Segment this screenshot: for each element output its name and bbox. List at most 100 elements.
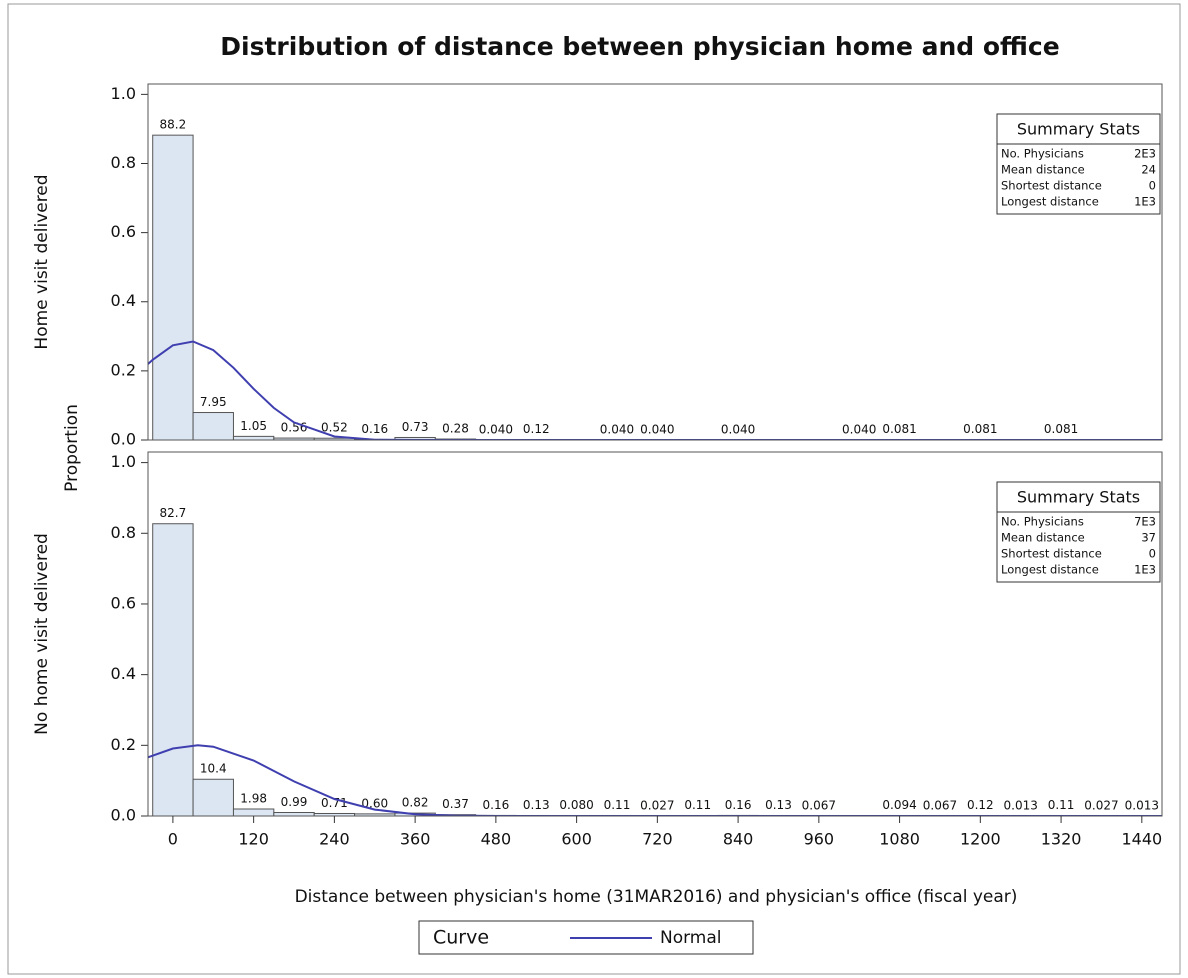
y-tick-label: 0.2 (111, 360, 136, 379)
y-tick-label: 1.0 (111, 452, 136, 471)
x-tick-label: 720 (642, 830, 673, 849)
stats-value: 24 (1141, 163, 1156, 177)
stats-label: Shortest distance (1001, 179, 1102, 193)
stats-title: Summary Stats (1017, 120, 1140, 139)
data-label: 0.82 (402, 796, 429, 810)
y-tick-label: 0.6 (111, 593, 136, 612)
data-label: 0.16 (483, 798, 510, 812)
data-label: 82.7 (160, 506, 187, 520)
stats-value: 2E3 (1134, 147, 1156, 161)
data-label: 1.05 (240, 419, 267, 433)
bar (232, 435, 275, 440)
bar (192, 778, 234, 816)
data-label: 88.2 (160, 118, 187, 132)
x-tick-label: 120 (238, 830, 269, 849)
data-label: 0.52 (321, 421, 348, 435)
data-label: 0.040 (721, 422, 755, 436)
data-label: 0.040 (842, 422, 876, 436)
plot-area (148, 84, 1162, 440)
data-label: 0.081 (963, 422, 997, 436)
data-label: 0.040 (479, 422, 513, 436)
data-label: 0.013 (1004, 798, 1038, 812)
data-label: 0.13 (523, 798, 550, 812)
data-label: 0.040 (600, 422, 634, 436)
bar (152, 134, 194, 440)
stats-label: Longest distance (1001, 195, 1099, 209)
x-tick-label: 480 (481, 830, 512, 849)
stats-label: Shortest distance (1001, 547, 1102, 561)
data-label: 0.11 (604, 798, 631, 812)
data-label: 0.11 (684, 798, 711, 812)
data-label: 0.73 (402, 420, 429, 434)
stats-value: 0 (1149, 547, 1156, 561)
bar (273, 812, 315, 816)
data-label: 0.067 (802, 798, 836, 812)
data-label: 0.13 (765, 798, 792, 812)
plot-border (147, 451, 1163, 817)
plot-area (148, 452, 1162, 816)
y-tick-label: 0.2 (111, 735, 136, 754)
x-tick-label: 1080 (879, 830, 920, 849)
data-label: 0.16 (361, 422, 388, 436)
plot-border (147, 83, 1163, 441)
data-label: 0.16 (725, 798, 752, 812)
data-label: 0.71 (321, 796, 348, 810)
legend-title: Curve (433, 927, 489, 949)
stats-label: Longest distance (1001, 563, 1099, 577)
x-tick-label: 0 (168, 830, 178, 849)
stats-value: 1E3 (1134, 195, 1156, 209)
stats-title: Summary Stats (1017, 488, 1140, 507)
y-tick-label: 0.8 (111, 153, 136, 172)
y-axis-label: Proportion (62, 404, 82, 492)
data-label: 1.98 (240, 792, 267, 806)
stats-value: 37 (1141, 531, 1156, 545)
x-axis-label: Distance between physician's home (31MAR… (295, 887, 1018, 907)
stats-label: Mean distance (1001, 163, 1085, 177)
x-tick-label: 600 (561, 830, 592, 849)
data-label: 0.37 (442, 797, 469, 811)
y-tick-label: 0.6 (111, 222, 136, 241)
stats-value: 0 (1149, 179, 1156, 193)
data-label: 0.067 (923, 798, 957, 812)
data-label: 0.081 (882, 422, 916, 436)
bar (192, 412, 234, 440)
data-label: 0.040 (640, 422, 674, 436)
x-tick-label: 1440 (1121, 830, 1162, 849)
x-tick-label: 960 (804, 830, 835, 849)
x-tick-label: 1320 (1041, 830, 1082, 849)
panel-label: No home visit delivered (32, 533, 52, 735)
data-label: 0.094 (882, 798, 916, 812)
data-label: 0.11 (1048, 798, 1075, 812)
y-tick-label: 0.8 (111, 523, 136, 542)
data-label: 0.027 (1084, 798, 1118, 812)
data-label: 0.081 (1044, 422, 1078, 436)
data-label: 0.080 (559, 798, 593, 812)
stats-value: 7E3 (1134, 515, 1156, 529)
stats-box (996, 481, 1161, 583)
stats-box (996, 113, 1161, 215)
stats-label: Mean distance (1001, 531, 1085, 545)
panel-label: Home visit delivered (32, 174, 52, 349)
data-label: 0.12 (523, 422, 550, 436)
y-tick-label: 1.0 (111, 84, 136, 103)
y-tick-label: 0.4 (111, 291, 136, 310)
y-tick-label: 0.0 (111, 430, 136, 449)
bar (152, 523, 194, 816)
y-tick-label: 0.0 (111, 806, 136, 825)
chart-title: Distribution of distance between physici… (220, 32, 1059, 61)
x-tick-label: 840 (723, 830, 754, 849)
data-label: 0.013 (1125, 798, 1159, 812)
data-label: 0.027 (640, 798, 674, 812)
data-label: 7.95 (200, 395, 227, 409)
legend-label: Normal (660, 928, 722, 948)
x-tick-label: 360 (400, 830, 431, 849)
data-label: 0.60 (361, 796, 388, 810)
data-label: 0.12 (967, 798, 994, 812)
x-tick-label: 1200 (960, 830, 1001, 849)
stats-label: No. Physicians (1001, 147, 1084, 161)
stats-value: 1E3 (1134, 563, 1156, 577)
bar (232, 808, 275, 816)
y-tick-label: 0.4 (111, 664, 136, 683)
data-label: 0.28 (442, 422, 469, 436)
